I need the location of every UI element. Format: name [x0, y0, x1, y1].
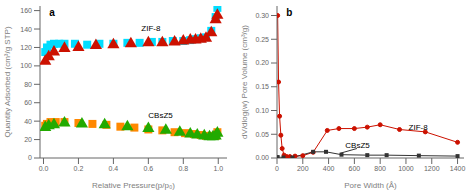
svg-text:20: 20 [24, 136, 32, 143]
svg-text:0.00: 0.00 [255, 154, 269, 161]
html-text:b: b [286, 7, 293, 18]
svg-text:dV/dlog(w) Pore Volume (cm³/g): dV/dlog(w) Pore Volume (cm³/g) [240, 25, 249, 139]
svg-text:0.20: 0.20 [255, 59, 269, 66]
svg-text:0.0: 0.0 [39, 165, 49, 172]
svg-text:1.0: 1.0 [213, 165, 223, 172]
svg-text:0.15: 0.15 [255, 83, 269, 90]
svg-text:Relative Pressure(p/p₀): Relative Pressure(p/p₀) [92, 181, 175, 190]
svg-text:Pore Width (Å): Pore Width (Å) [344, 181, 397, 190]
svg-text:0.2: 0.2 [74, 165, 84, 172]
svg-text:120: 120 [20, 44, 32, 51]
svg-text:0: 0 [28, 154, 32, 161]
svg-text:0.4: 0.4 [109, 165, 119, 172]
svg-text:0.10: 0.10 [255, 107, 269, 114]
svg-text:ZIF-8: ZIF-8 [409, 123, 429, 132]
svg-text:160: 160 [20, 7, 32, 14]
svg-text:400: 400 [323, 165, 335, 172]
svg-text:40: 40 [24, 118, 32, 125]
svg-text:0.25: 0.25 [255, 36, 269, 43]
svg-text:800: 800 [374, 165, 386, 172]
svg-text:600: 600 [349, 165, 361, 172]
svg-text:ZIF-8: ZIF-8 [141, 24, 161, 33]
svg-text:1200: 1200 [424, 165, 440, 172]
svg-text:60: 60 [24, 99, 32, 106]
svg-text:0.8: 0.8 [178, 165, 188, 172]
svg-text:200: 200 [297, 165, 309, 172]
svg-text:0: 0 [275, 165, 279, 172]
svg-text:0.30: 0.30 [255, 12, 269, 19]
svg-text:1400: 1400 [450, 165, 466, 172]
svg-text:0.6: 0.6 [143, 165, 153, 172]
svg-text:100: 100 [20, 62, 32, 69]
svg-text:1000: 1000 [398, 165, 414, 172]
svg-text:CBsZ5: CBsZ5 [345, 141, 370, 150]
svg-text:Quantity Adsorbed (cm³/g STP): Quantity Adsorbed (cm³/g STP) [3, 26, 12, 137]
svg-text:80: 80 [24, 81, 32, 88]
svg-text:0.05: 0.05 [255, 131, 269, 138]
svg-text:CBsZ5: CBsZ5 [148, 111, 173, 120]
html-text:a: a [49, 7, 55, 18]
svg-text:140: 140 [20, 26, 32, 33]
